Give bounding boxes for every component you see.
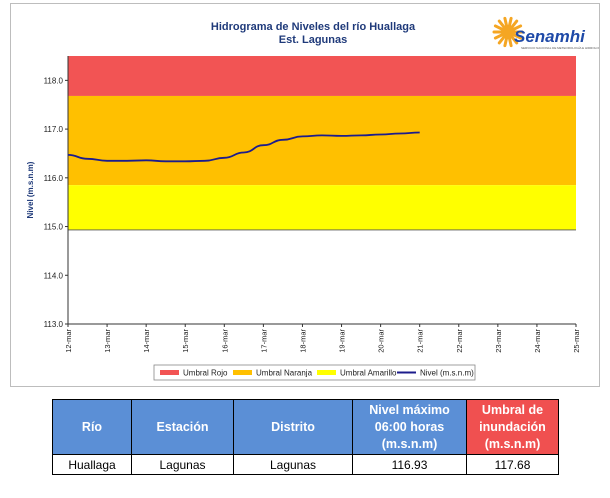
logo-sun-ray (510, 19, 519, 29)
station-summary-table: Río Estación Distrito Nivel máximo 06:00… (52, 399, 559, 475)
logo-sun-ray (512, 33, 523, 40)
y-tick-label: 115.0 (44, 223, 64, 232)
x-tick-label: 22-mar (455, 329, 464, 353)
header-umbral-inundacion: Umbral de inundación (m.s.n.m) (466, 399, 559, 455)
cell-estacion: Lagunas (131, 454, 234, 475)
x-tick-label: 21-mar (416, 329, 425, 353)
logo-sun-ray (512, 24, 523, 31)
logo-sun-ray (497, 19, 506, 29)
x-tick-label: 25-mar (572, 329, 581, 353)
logo-sun-ray (493, 33, 504, 40)
logo-wordmark: Senamhi (514, 27, 586, 46)
legend-label-nivel-m-s-n-m-: Nivel (m.s.n.m) (420, 369, 474, 378)
x-tick-label: 17-mar (259, 329, 268, 353)
x-tick-label: 23-mar (494, 329, 503, 353)
x-tick-label: 24-mar (533, 329, 542, 353)
chart-title: Hidrograma de Niveles del río Huallaga (211, 21, 416, 33)
table-header-row: Río Estación Distrito Nivel máximo 06:00… (52, 399, 559, 455)
x-tick-label: 13-mar (103, 329, 112, 353)
chart-frame: Hidrograma de Niveles del río Huallaga E… (10, 3, 600, 387)
y-tick-label: 118.0 (44, 76, 64, 85)
legend-swatch-umbral-amarillo (317, 370, 336, 375)
logo-sun-ray (497, 35, 506, 45)
logo-sun-ray (508, 37, 513, 48)
logo-sun-ray (503, 16, 508, 27)
logo-sun-ray (493, 24, 504, 31)
cell-nivel-maximo: 116.93 (352, 454, 467, 475)
y-tick-label: 114.0 (44, 271, 64, 280)
legend-swatch-umbral-naranja (233, 370, 252, 375)
y-tick-label: 116.0 (44, 174, 64, 183)
band-umbral-amarillo (68, 185, 576, 230)
y-axis-label: Nivel (m.s.n.m) (26, 161, 35, 218)
logo-sun-ray (510, 35, 519, 45)
x-tick-label: 12-mar (64, 329, 73, 353)
logo-subtitle: SERVICIO NACIONAL DE METEOROLOGÍA E HIDR… (521, 45, 599, 50)
series-line-nivel (67, 131, 420, 163)
x-tick-label: 15-mar (181, 329, 190, 353)
y-tick-label: 113.0 (44, 320, 64, 329)
plot-area: 113.0 114.0 115.0 116.0 117.0 118.0 12-mar 13-m… (44, 56, 581, 353)
x-tick-label: 14-mar (142, 329, 151, 353)
x-tick-label: 16-mar (220, 329, 229, 353)
header-estacion: Estación (131, 399, 234, 455)
x-tick-label: 20-mar (377, 329, 386, 353)
band-umbral-rojo (68, 56, 576, 96)
table-row: Huallaga Lagunas Lagunas 116.93 117.68 (52, 454, 559, 475)
legend-box (153, 364, 476, 381)
logo-sun-ray (503, 37, 508, 48)
legend-label-umbral-naranja: Umbral Naranja (256, 369, 313, 378)
chart-legend: Umbral Rojo Umbral Naranja Umbral Amarillo… (153, 364, 476, 381)
cell-rio: Huallaga (52, 454, 132, 475)
hydrograph-chart: Hidrograma de Niveles del río Huallaga E… (26, 16, 599, 381)
x-tick-label: 18-mar (298, 329, 307, 353)
legend-label-umbral-amarillo: Umbral Amarillo (340, 369, 397, 378)
logo-sun-ray (508, 16, 513, 27)
x-tick-label: 19-mar (338, 329, 347, 353)
chart-subtitle: Est. Lagunas (279, 34, 347, 46)
legend-swatch-umbral-rojo (160, 370, 179, 375)
cell-distrito: Lagunas (233, 454, 353, 475)
header-distrito: Distrito (233, 399, 353, 455)
cell-umbral-inundacion: 117.68 (466, 454, 559, 475)
legend-label-umbral-rojo: Umbral Rojo (183, 369, 228, 378)
band-umbral-naranja (68, 95, 576, 186)
header-rio: Río (52, 399, 132, 455)
logo-sun-icon (501, 25, 515, 39)
y-tick-label: 117.0 (44, 125, 64, 134)
header-nivel-maximo: Nivel máximo 06:00 horas (m.s.n.m) (352, 399, 467, 455)
